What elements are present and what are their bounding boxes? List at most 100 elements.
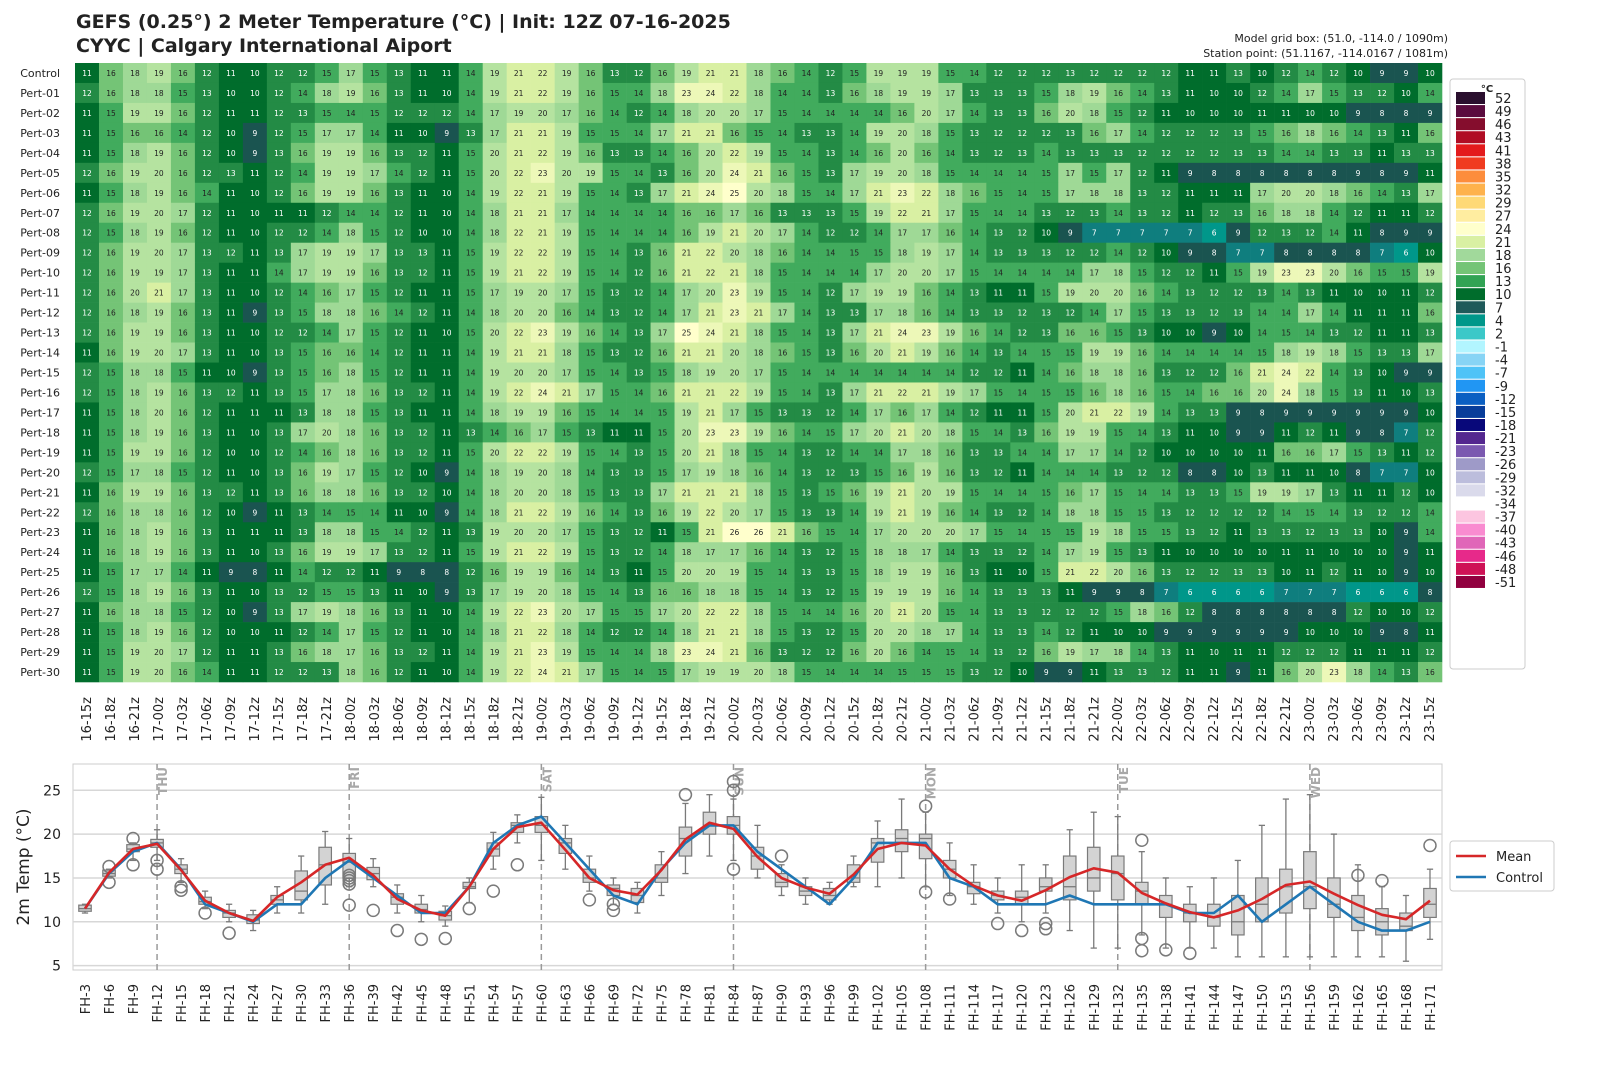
heatmap-cell bbox=[1034, 182, 1059, 204]
heatmap-cell-value: 14 bbox=[610, 209, 620, 218]
heatmap-cell-value: 10 bbox=[442, 668, 452, 677]
heatmap-cell-value: 12 bbox=[1089, 249, 1099, 258]
heatmap-cell-value: 18 bbox=[1305, 129, 1315, 138]
heatmap-cell bbox=[1178, 122, 1203, 144]
heatmap-cell-value: 16 bbox=[658, 269, 668, 278]
heatmap-cell-value: 12 bbox=[202, 69, 212, 78]
heatmap-cell bbox=[1346, 202, 1371, 224]
heatmap-cell-value: 11 bbox=[1185, 69, 1195, 78]
heatmap-cell-value: 19 bbox=[874, 69, 884, 78]
heatmap-cell-value: 16 bbox=[106, 508, 116, 517]
heatmap-cell-value: 9 bbox=[1284, 408, 1289, 417]
heatmap-cell-value: 21 bbox=[1257, 369, 1267, 378]
heatmap-cell bbox=[746, 242, 771, 263]
heatmap-cell bbox=[530, 182, 555, 204]
heatmap-cell-value: 16 bbox=[658, 349, 668, 358]
heatmap-cell bbox=[1394, 182, 1419, 204]
heatmap-cell-value: 14 bbox=[658, 209, 668, 218]
heatmap-cell-value: 15 bbox=[1113, 109, 1123, 118]
heatmap-cell-value: 20 bbox=[730, 508, 740, 517]
heatmap-cell-value: 15 bbox=[586, 189, 596, 198]
heatmap-cell-value: 16 bbox=[1425, 668, 1435, 677]
heatmap-cell bbox=[890, 162, 915, 184]
heatmap-cell bbox=[482, 102, 507, 124]
heatmap-cell bbox=[794, 182, 819, 204]
heatmap-cell-value: 19 bbox=[490, 269, 500, 278]
heatmap-cell-value: 14 bbox=[778, 468, 788, 477]
heatmap-cell-value: 16 bbox=[586, 508, 596, 517]
heatmap-cell-value: 19 bbox=[754, 289, 764, 298]
heatmap-cell-value: 11 bbox=[82, 69, 92, 78]
heatmap-cell-value: 17 bbox=[850, 289, 860, 298]
heatmap-cell bbox=[746, 142, 771, 164]
heatmap-cell bbox=[842, 222, 867, 244]
heatmap-cell-value: 15 bbox=[970, 428, 980, 437]
heatmap-cell-value: 15 bbox=[970, 269, 980, 278]
heatmap-cell-value: 13 bbox=[1042, 209, 1052, 218]
heatmap-cell-value: 11 bbox=[1377, 488, 1387, 497]
heatmap-cell-value: 12 bbox=[274, 109, 284, 118]
heatmap-cell-value: 8 bbox=[1284, 169, 1289, 178]
heatmap-cell-value: 11 bbox=[370, 568, 380, 577]
heatmap-cell bbox=[75, 82, 100, 104]
heatmap-cell bbox=[1058, 162, 1083, 184]
heatmap-cell bbox=[1346, 142, 1371, 164]
heatmap-cell bbox=[1202, 222, 1227, 244]
heatmap-cell-value: 20 bbox=[514, 369, 524, 378]
heatmap-cell bbox=[674, 222, 699, 244]
heatmap-cell bbox=[722, 202, 747, 224]
heatmap-cell-value: 12 bbox=[826, 448, 836, 457]
heatmap-cell-value: 14 bbox=[346, 209, 356, 218]
heatmap-cell-value: 19 bbox=[898, 89, 908, 98]
heatmap-cell-value: 14 bbox=[466, 508, 476, 517]
heatmap-cell bbox=[386, 82, 412, 104]
heatmap-cell-value: 15 bbox=[778, 289, 788, 298]
heatmap-cell-value: 12 bbox=[1018, 648, 1028, 657]
heatmap-cell-value: 13 bbox=[1281, 528, 1291, 537]
day-label: FRI bbox=[348, 767, 362, 789]
heatmap-cell bbox=[314, 162, 340, 184]
heatmap-cell-value: 12 bbox=[298, 588, 308, 597]
heatmap-cell-value: 17 bbox=[658, 129, 668, 138]
heatmap-cell-value: 14 bbox=[1042, 508, 1052, 517]
heatmap-cell-value: 12 bbox=[1233, 508, 1243, 517]
heatmap-cell-value: 14 bbox=[1329, 209, 1339, 218]
x-tick-label: FH-36 bbox=[343, 984, 358, 1023]
heatmap-cell-value: 15 bbox=[946, 69, 956, 78]
heatmap-cell-value: 14 bbox=[466, 369, 476, 378]
heatmap-cell-value: 11 bbox=[226, 408, 236, 417]
heatmap-cell-value: 14 bbox=[1042, 369, 1052, 378]
heatmap-cell-value: 20 bbox=[754, 189, 764, 198]
heatmap-cell bbox=[1106, 122, 1131, 144]
heatmap-cell-value: 15 bbox=[106, 428, 116, 437]
heatmap-cell-value: 13 bbox=[994, 89, 1004, 98]
heatmap-cell-value: 15 bbox=[586, 448, 596, 457]
heatmap-cell-value: 14 bbox=[394, 528, 404, 537]
heatmap-cell-value: 17 bbox=[922, 229, 932, 238]
heatmap-col-label: 23-09z bbox=[1375, 697, 1390, 742]
heatmap-cell-value: 14 bbox=[1042, 269, 1052, 278]
heatmap-cell-value: 11 bbox=[1305, 568, 1315, 577]
heatmap-cell-value: 13 bbox=[1257, 528, 1267, 537]
heatmap-cell-value: 14 bbox=[178, 568, 188, 577]
heatmap-cell-value: 10 bbox=[226, 369, 236, 378]
heatmap-cell-value: 19 bbox=[490, 189, 500, 198]
heatmap-cell bbox=[1082, 122, 1107, 144]
heatmap-cell-value: 16 bbox=[1305, 448, 1315, 457]
x-tick-label: FH-144 bbox=[1208, 984, 1223, 1031]
heatmap-cell-value: 14 bbox=[994, 428, 1004, 437]
heatmap-cell-value: 20 bbox=[922, 528, 932, 537]
heatmap-cell-value: 22 bbox=[538, 149, 548, 158]
heatmap-cell-value: 13 bbox=[994, 588, 1004, 597]
heatmap-cell-value: 20 bbox=[730, 369, 740, 378]
heatmap-cell-value: 9 bbox=[1404, 169, 1409, 178]
heatmap-cell-value: 9 bbox=[1068, 668, 1073, 677]
heatmap-cell bbox=[218, 102, 244, 124]
heatmap-cell-value: 10 bbox=[1377, 528, 1387, 537]
heatmap-cell-value: 19 bbox=[538, 568, 548, 577]
heatmap-cell-value: 22 bbox=[730, 388, 740, 397]
heatmap-cell bbox=[698, 102, 723, 124]
x-tick-label: FH-120 bbox=[1016, 984, 1031, 1031]
colorbar-swatch bbox=[1456, 536, 1485, 549]
heatmap-cell-value: 10 bbox=[1305, 628, 1315, 637]
